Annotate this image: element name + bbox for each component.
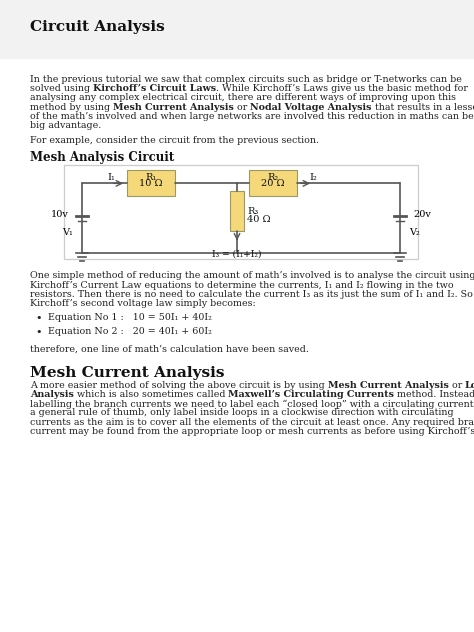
Text: 10 Ω: 10 Ω bbox=[139, 179, 163, 188]
Text: R₂: R₂ bbox=[267, 173, 279, 183]
Text: V₂: V₂ bbox=[409, 228, 419, 238]
Text: R₁: R₁ bbox=[146, 173, 156, 183]
Bar bbox=[249, 171, 297, 197]
Text: or: or bbox=[448, 381, 465, 390]
Text: For example, consider the circuit from the previous section.: For example, consider the circuit from t… bbox=[30, 137, 319, 145]
Text: Maxwell’s Circulating Currents: Maxwell’s Circulating Currents bbox=[228, 390, 394, 399]
Text: Circuit Analysis: Circuit Analysis bbox=[30, 20, 165, 34]
Text: Mesh Current Analysis: Mesh Current Analysis bbox=[113, 102, 234, 112]
Text: method by using: method by using bbox=[30, 102, 113, 112]
Text: resistors. Then there is no need to calculate the current I₃ as its just the sum: resistors. Then there is no need to calc… bbox=[30, 290, 473, 299]
Text: which is also sometimes called: which is also sometimes called bbox=[74, 390, 228, 399]
Text: Loop: Loop bbox=[465, 381, 474, 390]
Bar bbox=[230, 191, 244, 231]
Text: A more easier method of solving the above circuit is by using: A more easier method of solving the abov… bbox=[30, 381, 328, 390]
Text: 20v: 20v bbox=[413, 210, 431, 219]
Text: Kirchoff’s Circuit Laws: Kirchoff’s Circuit Laws bbox=[93, 84, 216, 93]
Text: One simple method of reducing the amount of math’s involved is to analyse the ci: One simple method of reducing the amount… bbox=[30, 271, 474, 281]
Text: Mesh Analysis Circuit: Mesh Analysis Circuit bbox=[30, 152, 174, 164]
Text: •: • bbox=[35, 327, 42, 337]
Text: •: • bbox=[35, 313, 42, 323]
Text: or: or bbox=[234, 102, 250, 112]
Text: Equation No 1 :   10 = 50I₁ + 40I₂: Equation No 1 : 10 = 50I₁ + 40I₂ bbox=[48, 313, 212, 322]
Text: Mesh Current Analysis: Mesh Current Analysis bbox=[30, 366, 225, 380]
Bar bbox=[127, 171, 175, 197]
Text: of the math’s involved and when large networks are involved this reduction in ma: of the math’s involved and when large ne… bbox=[30, 112, 474, 121]
Text: I₂: I₂ bbox=[309, 173, 317, 183]
Text: solved using: solved using bbox=[30, 84, 93, 93]
Text: Kirchoff’s second voltage law simply becomes:: Kirchoff’s second voltage law simply bec… bbox=[30, 299, 256, 308]
Text: Mesh Current Analysis: Mesh Current Analysis bbox=[328, 381, 448, 390]
Bar bbox=[64, 166, 418, 259]
Text: a general rule of thumb, only label inside loops in a clockwise direction with c: a general rule of thumb, only label insi… bbox=[30, 408, 454, 417]
Text: 20 Ω: 20 Ω bbox=[261, 179, 285, 188]
Text: Equation No 2 :   20 = 40I₁ + 60I₂: Equation No 2 : 20 = 40I₁ + 60I₂ bbox=[48, 327, 212, 336]
Text: Kirchoff’s Current Law equations to determine the currents, I₁ and I₂ flowing in: Kirchoff’s Current Law equations to dete… bbox=[30, 281, 454, 289]
Text: V₁: V₁ bbox=[63, 228, 73, 238]
Text: I₁: I₁ bbox=[107, 173, 115, 183]
Text: current may be found from the appropriate loop or mesh currents as before using : current may be found from the appropriat… bbox=[30, 427, 474, 436]
Text: currents as the aim is to cover all the elements of the circuit at least once. A: currents as the aim is to cover all the … bbox=[30, 418, 474, 427]
Text: R₃: R₃ bbox=[247, 207, 258, 216]
Text: big advantage.: big advantage. bbox=[30, 121, 101, 130]
Text: method. Instead of: method. Instead of bbox=[394, 390, 474, 399]
Text: Analysis: Analysis bbox=[30, 390, 74, 399]
Text: 10v: 10v bbox=[51, 210, 69, 219]
Text: analysing any complex electrical circuit, there are different ways of improving : analysing any complex electrical circuit… bbox=[30, 94, 456, 102]
Text: Nodal Voltage Analysis: Nodal Voltage Analysis bbox=[250, 102, 372, 112]
Text: I₃ = (I₁+I₂): I₃ = (I₁+I₂) bbox=[212, 250, 262, 258]
Text: that results in a lessening: that results in a lessening bbox=[372, 102, 474, 112]
Text: labelling the branch currents we need to label each “closed loop” with a circula: labelling the branch currents we need to… bbox=[30, 399, 474, 408]
Text: 40 Ω: 40 Ω bbox=[247, 216, 271, 224]
Bar bbox=[0, 0, 474, 58]
Text: In the previous tutorial we saw that complex circuits such as bridge or T-networ: In the previous tutorial we saw that com… bbox=[30, 75, 462, 84]
Text: therefore, one line of math’s calculation have been saved.: therefore, one line of math’s calculatio… bbox=[30, 344, 309, 353]
Text: . While Kirchoff’s Laws give us the basic method for: . While Kirchoff’s Laws give us the basi… bbox=[216, 84, 468, 93]
